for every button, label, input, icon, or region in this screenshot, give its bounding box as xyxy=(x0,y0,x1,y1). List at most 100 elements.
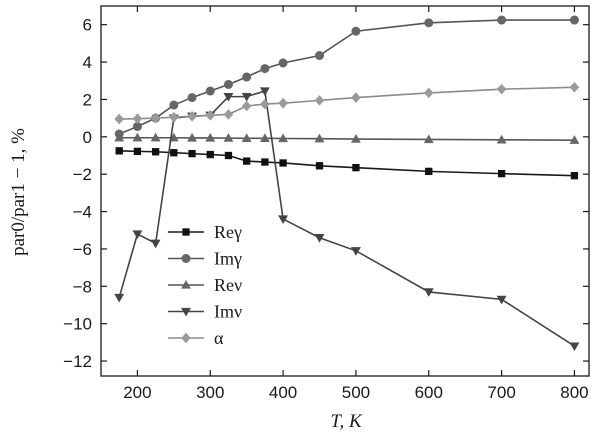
legend-item: Reν xyxy=(168,275,242,295)
data-point xyxy=(205,86,215,96)
data-point xyxy=(314,95,325,106)
series-2 xyxy=(114,15,579,139)
data-point xyxy=(496,83,507,95)
legend-label: α xyxy=(214,328,224,348)
data-point xyxy=(133,147,142,156)
series-line xyxy=(119,86,575,120)
y-tick-label: −8 xyxy=(73,277,92,296)
data-point xyxy=(259,133,270,142)
data-point xyxy=(241,92,252,102)
data-point xyxy=(260,98,270,110)
data-point xyxy=(496,295,507,305)
data-point xyxy=(315,51,325,61)
data-point xyxy=(424,18,434,28)
data-point xyxy=(132,230,143,239)
data-point xyxy=(423,87,434,99)
legend: Reγ Imγ Reν Imν α xyxy=(168,222,242,348)
y-tick-label: −2 xyxy=(73,165,92,184)
data-point xyxy=(241,133,252,142)
plot-frame xyxy=(100,5,590,377)
x-tick-label: 400 xyxy=(269,383,297,402)
data-point xyxy=(570,172,579,180)
data-point xyxy=(278,58,288,68)
data-point xyxy=(425,167,433,176)
data-point xyxy=(569,82,580,93)
y-tick-label: 0 xyxy=(83,128,92,147)
y-tick-label: −10 xyxy=(63,315,92,334)
legend-label: Reν xyxy=(214,275,242,295)
data-point xyxy=(205,110,216,121)
legend-marker xyxy=(181,279,191,289)
data-point xyxy=(114,293,125,303)
legend-label: Reγ xyxy=(214,222,242,242)
series-layer xyxy=(114,15,580,352)
x-tick-label: 500 xyxy=(342,383,370,402)
data-point xyxy=(259,87,270,97)
y-tick-label: −12 xyxy=(63,352,92,371)
series-line xyxy=(118,89,575,347)
data-point xyxy=(206,150,214,159)
legend-item: Imν xyxy=(168,302,242,322)
legend-label: Imγ xyxy=(214,249,242,269)
x-tick-label: 300 xyxy=(196,383,224,402)
data-point xyxy=(423,288,434,297)
data-point xyxy=(132,113,143,124)
x-axis-title: T, K xyxy=(330,411,363,432)
data-point xyxy=(351,134,361,143)
y-tick-label: 6 xyxy=(83,16,92,35)
data-point xyxy=(205,132,216,142)
data-point xyxy=(223,109,234,120)
x-tick-label: 200 xyxy=(123,383,151,402)
series-5 xyxy=(114,82,580,125)
data-point xyxy=(187,110,197,122)
data-point xyxy=(188,149,196,158)
series-line xyxy=(119,150,575,177)
data-point xyxy=(150,132,161,142)
legend-item: Reγ xyxy=(168,222,242,242)
legend-item: α xyxy=(168,328,224,348)
data-point xyxy=(115,147,123,155)
data-point xyxy=(496,134,507,144)
legend-item: Imγ xyxy=(168,249,242,269)
data-point xyxy=(279,159,287,167)
data-point xyxy=(423,134,434,144)
y-tick-label: −6 xyxy=(73,240,92,259)
data-point xyxy=(569,342,580,352)
data-point xyxy=(223,79,233,89)
data-point xyxy=(497,15,507,25)
y-axis-title: par0/par1 − 1, % xyxy=(8,128,29,256)
data-point xyxy=(170,149,178,157)
legend-marker xyxy=(182,228,190,236)
legend-marker xyxy=(181,307,191,317)
data-point xyxy=(351,247,361,256)
series-line xyxy=(119,136,575,141)
data-point xyxy=(114,132,125,142)
data-point xyxy=(569,135,580,144)
legend-marker xyxy=(181,254,191,264)
data-point xyxy=(187,93,197,103)
data-point xyxy=(278,215,289,225)
legend-marker xyxy=(181,332,191,344)
data-point xyxy=(569,15,579,25)
data-point xyxy=(352,163,360,172)
data-point xyxy=(278,133,289,143)
data-point xyxy=(260,64,270,74)
data-point xyxy=(223,133,234,142)
data-point xyxy=(351,26,361,36)
data-point xyxy=(169,111,179,123)
data-point xyxy=(242,72,252,82)
data-point xyxy=(314,234,325,243)
data-point xyxy=(114,113,125,125)
x-tick-label: 800 xyxy=(560,383,588,402)
data-point xyxy=(169,100,179,110)
series-1 xyxy=(115,147,579,180)
data-point xyxy=(351,92,361,103)
y-tick-label: 4 xyxy=(83,53,92,72)
data-point xyxy=(132,132,143,142)
data-point xyxy=(314,133,325,143)
data-point xyxy=(151,148,160,156)
legend-label: Imν xyxy=(214,302,242,322)
x-tick-label: 600 xyxy=(415,383,443,402)
data-point xyxy=(261,158,269,166)
